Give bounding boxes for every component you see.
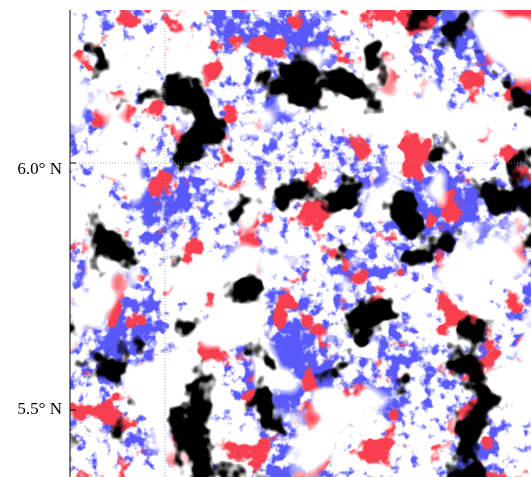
latitude-label: 5.5° N	[17, 399, 62, 418]
map-raster	[70, 10, 531, 477]
map: 6.0° N 5.5° N	[0, 0, 531, 477]
latitude-label: 6.0° N	[17, 159, 62, 178]
page: 6.0° N 5.5° N (() => { const data = JSON…	[0, 0, 531, 477]
